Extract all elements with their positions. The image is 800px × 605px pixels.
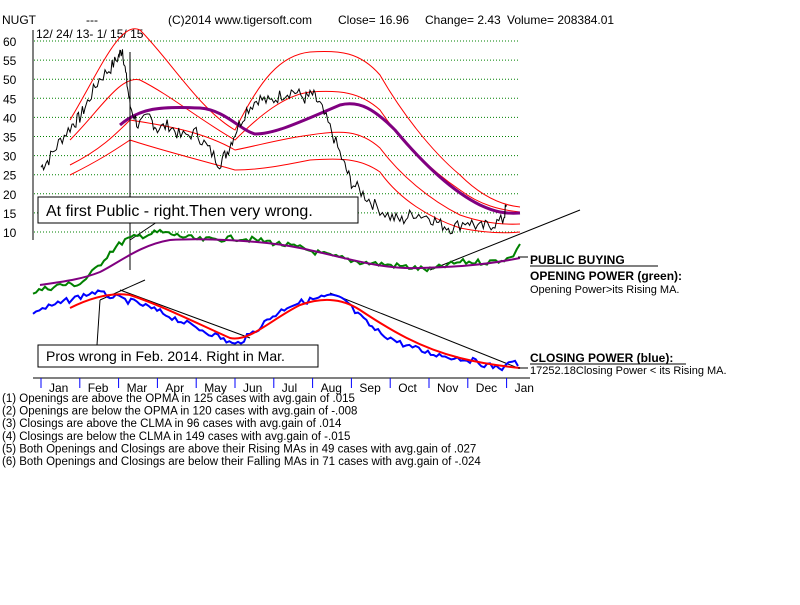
copyright-label: (C)2014 www.tigersoft.com: [168, 13, 312, 27]
month-label: Nov: [437, 381, 458, 395]
y-tick-label: 45: [3, 92, 17, 106]
date-range-label: 12/ 24/ 13- 1/ 15/ 15: [36, 27, 144, 41]
y-tick-label: 40: [3, 111, 17, 125]
y-tick-label: 20: [3, 188, 17, 202]
closing-power-line: [32, 289, 519, 372]
month-label: Apr: [165, 381, 184, 395]
y-tick-label: 50: [3, 73, 17, 87]
month-label: Dec: [476, 381, 497, 395]
change-label: Change= 2.43: [425, 13, 501, 27]
upper-annotation-box: [37, 196, 359, 224]
y-tick-label: 30: [3, 150, 17, 164]
y-tick-label: 15: [3, 207, 17, 221]
blank-label: ---: [86, 13, 98, 27]
month-label: Jan: [515, 381, 534, 395]
annotation-line-closing-trend: [329, 292, 519, 369]
month-label: Jul: [282, 381, 297, 395]
upper-annotation-text: At first Public - right.Then very wrong.: [46, 203, 313, 220]
opening-power-subtitle: Opening Power>its Rising MA.: [530, 284, 679, 296]
price-line: [40, 49, 508, 235]
public-buying-label: PUBLIC BUYING: [530, 253, 625, 267]
month-label: Jun: [243, 381, 262, 395]
annotation-line-closing-trend-left: [119, 289, 251, 339]
volume-label: Volume= 208384.01: [507, 13, 614, 27]
inner-upper-band-line: [69, 79, 521, 213]
annotation-line-public-buying: [429, 209, 581, 271]
ticker-label: NUGT: [2, 13, 37, 27]
y-tick-label: 10: [3, 226, 17, 240]
stat-line: (5) Both Openings and Closings are above…: [2, 443, 476, 455]
y-tick-label: 60: [3, 35, 17, 49]
stats-list: (1) Openings are above the OPMA in 125 c…: [2, 393, 481, 468]
month-label: Aug: [321, 381, 342, 395]
opening-power-line: [32, 228, 521, 295]
lower-annotation-box: [37, 344, 319, 368]
month-axis: Jan Feb Mar Apr May Jun Jul Aug Sep Oct Nov Dec Jan: [33, 377, 534, 395]
opening-ma-line: [39, 238, 521, 286]
month-label: Feb: [88, 381, 109, 395]
lower-annotation-text: Pros wrong in Feb. 2014. Right in Mar.: [46, 348, 285, 364]
month-label: Oct: [398, 381, 417, 395]
y-axis-ticks: 60 55 50 45 40 35 30 25 20 15 10: [3, 35, 17, 240]
stat-line: (1) Openings are above the OPMA in 125 c…: [2, 393, 355, 405]
close-label: Close= 16.96: [338, 13, 409, 27]
y-tick-label: 35: [3, 131, 17, 145]
month-label: Mar: [127, 381, 148, 395]
y-tick-label: 55: [3, 54, 17, 68]
opening-power-title: OPENING POWER (green):: [530, 269, 682, 283]
month-label: Jan: [49, 381, 68, 395]
annotation-line-lower-to-closing: [96, 299, 101, 346]
month-label: May: [204, 381, 227, 395]
month-label: Sep: [359, 381, 381, 395]
stat-line: (3) Closings are above the CLMA in 96 ca…: [2, 418, 342, 430]
stat-line: (2) Openings are below the OPMA in 120 c…: [2, 406, 357, 418]
closing-power-subtitle: 17252.18Closing Power < its Rising MA.: [530, 365, 727, 377]
upper-band-line: [69, 28, 521, 208]
closing-ma-line: [69, 293, 521, 369]
price-ma-line: [119, 102, 521, 215]
closing-power-title: CLOSING POWER (blue):: [530, 351, 673, 365]
stat-line: (6) Both Openings and Closings are below…: [2, 456, 481, 468]
stat-line: (4) Closings are below the CLMA in 149 c…: [2, 431, 350, 443]
y-tick-label: 25: [3, 169, 17, 183]
